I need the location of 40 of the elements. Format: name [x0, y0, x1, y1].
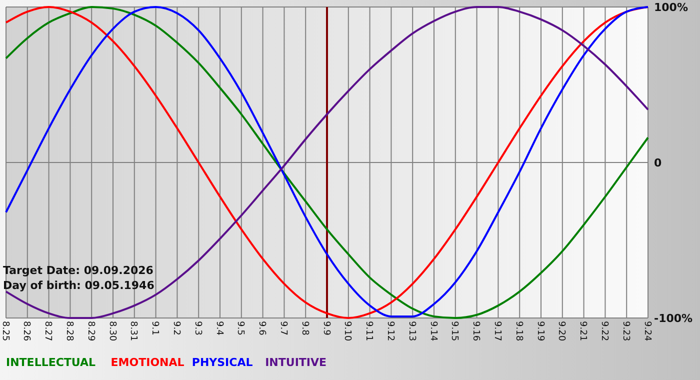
x-tick-label: 8.27: [42, 321, 53, 342]
annotation: Target Date: 09.09.2026: [3, 264, 154, 277]
x-tick-label: 9.1: [150, 321, 160, 336]
x-tick-label: 8.31: [128, 321, 138, 342]
y-tick-label: 100%: [654, 0, 688, 14]
x-tick-label: 9.2: [171, 321, 182, 336]
x-tick-label: 9.15: [449, 321, 460, 342]
x-tick-label: 9.5: [235, 321, 246, 336]
y-tick-label: -100%: [654, 312, 693, 325]
x-tick-label: 9.14: [428, 321, 438, 342]
x-tick-label: 9.19: [534, 321, 545, 342]
x-tick-label: 9.13: [406, 321, 416, 342]
x-tick-label: 9.21: [578, 321, 588, 342]
x-tick-label: 9.6: [256, 321, 267, 336]
x-tick-label: 9.16: [470, 321, 481, 342]
x-tick-label: 8.26: [21, 321, 32, 342]
x-tick-label: 9.12: [385, 321, 396, 342]
x-tick-label: 9.7: [278, 321, 288, 336]
x-tick-label: 8.28: [64, 321, 74, 342]
x-tick-label: 9.23: [620, 321, 630, 342]
x-tick-label: 9.10: [342, 321, 352, 342]
annotation: Day of birth: 09.05.1946: [3, 279, 155, 292]
x-tick-label: 9.17: [492, 321, 502, 342]
x-tick-label: 9.20: [556, 321, 566, 342]
text: EMOTIONAL: [110, 356, 184, 369]
x-tick-label: 9.9: [320, 321, 331, 336]
text: INTUITIVE: [265, 356, 327, 369]
x-tick-label: 9.22: [599, 321, 610, 342]
text: PHYSICAL: [192, 356, 253, 369]
text: INTELLECTUAL: [6, 356, 96, 369]
x-tick-label: 9.18: [513, 321, 524, 342]
x-tick-label: 9.8: [299, 321, 310, 336]
x-tick-label: 8.29: [85, 321, 96, 342]
x-tick-label: 9.4: [214, 321, 224, 336]
x-tick-label: 8.25: [0, 321, 10, 342]
x-tick-label: 9.11: [364, 321, 374, 342]
x-tick-label: 9.24: [642, 321, 652, 342]
x-tick-label: 8.30: [106, 321, 117, 342]
y-tick-label: 0: [654, 156, 662, 170]
x-tick-label: 9.3: [192, 321, 202, 336]
